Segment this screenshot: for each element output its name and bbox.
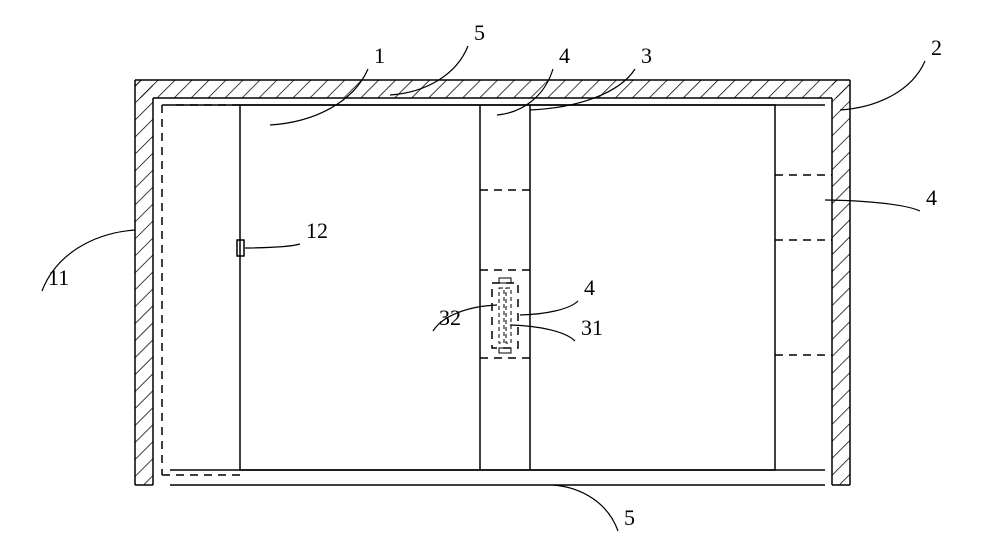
label-2: 2 [931, 35, 942, 60]
label-32: 32 [439, 305, 461, 330]
label-4: 4 [926, 185, 937, 210]
label-12: 12 [306, 218, 328, 243]
label-1: 1 [374, 43, 385, 68]
label-31: 31 [581, 315, 603, 340]
label-4: 4 [584, 275, 595, 300]
label-4: 4 [559, 43, 570, 68]
label-5: 5 [474, 20, 485, 45]
technical-diagram: 1543241211432315 [0, 0, 1000, 558]
label-5: 5 [624, 505, 635, 530]
label-3: 3 [641, 43, 652, 68]
label-11: 11 [48, 265, 69, 290]
